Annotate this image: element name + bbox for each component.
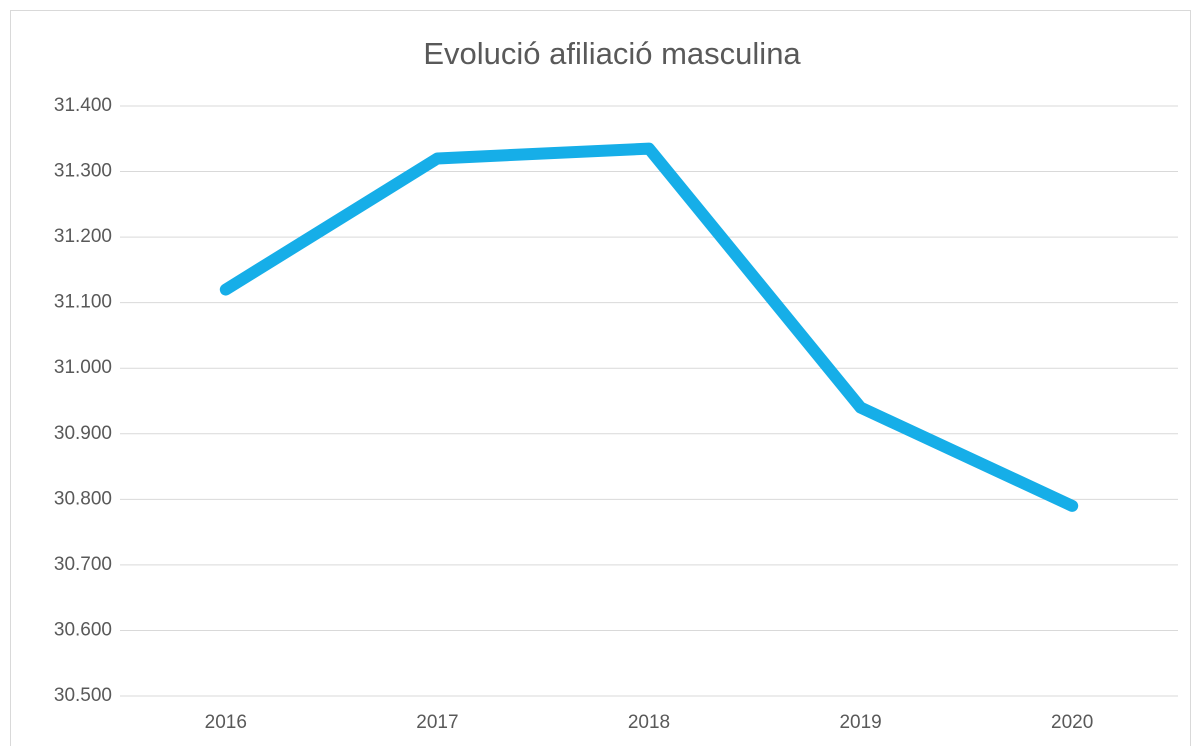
y-tick-label: 31.400 [54,95,112,116]
chart-frame [10,10,1191,746]
x-tick-label: 2017 [416,712,458,733]
x-tick-label: 2018 [628,712,670,733]
y-tick-label: 30.700 [54,554,112,575]
y-tick-label: 31.200 [54,226,112,247]
y-tick-label: 31.100 [54,292,112,313]
y-tick-label: 30.900 [54,423,112,444]
y-tick-label: 31.300 [54,161,112,182]
x-tick-label: 2020 [1051,712,1093,733]
y-tick-label: 30.600 [54,619,112,640]
y-tick-label: 30.800 [54,488,112,509]
x-tick-label: 2016 [205,712,247,733]
line-series [219,142,1079,512]
chart-title: Evolució afiliació masculina [423,36,801,71]
y-tick-label: 30.500 [54,685,112,706]
x-tick-label: 2019 [839,712,881,733]
y-tick-label: 31.000 [54,357,112,378]
